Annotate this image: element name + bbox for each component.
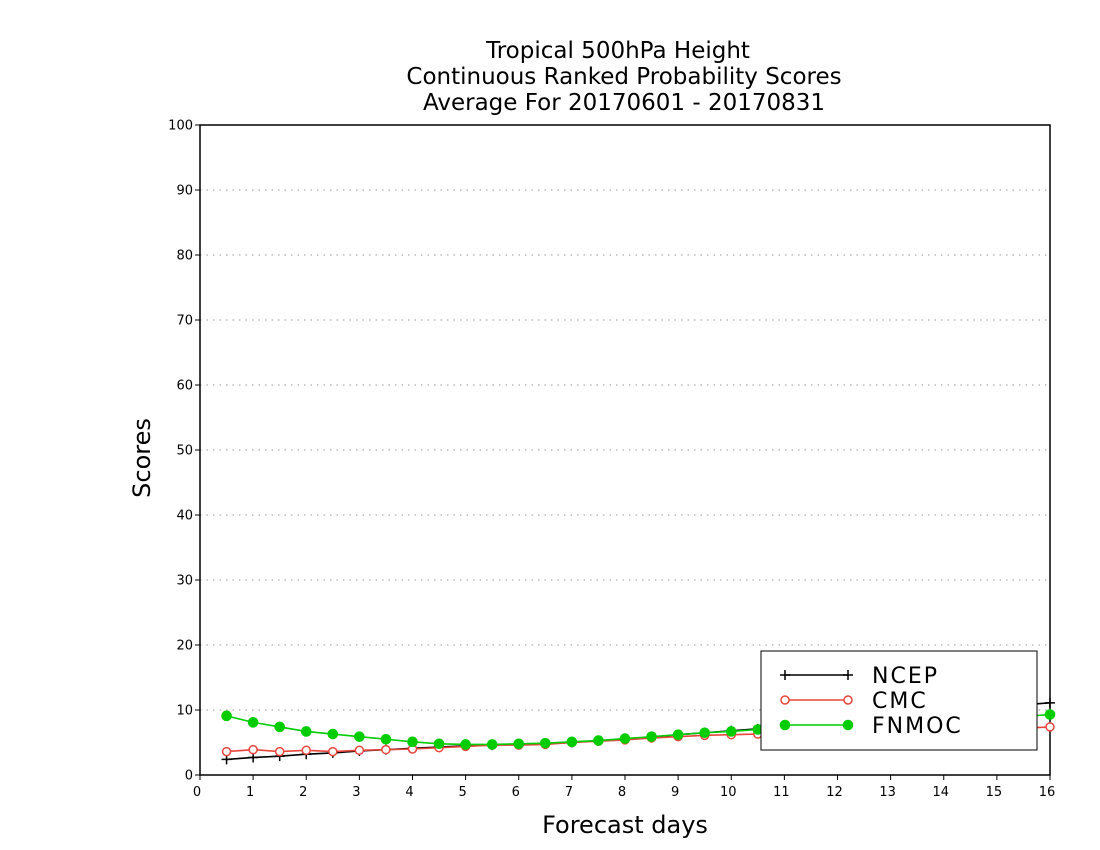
legend-label-fnmoc: FNMOC <box>872 714 963 739</box>
data-point-fnmoc <box>407 736 418 748</box>
legend-marker-ncep <box>843 670 853 680</box>
y-axis-title: Scores <box>128 418 156 498</box>
x-tick-label: 14 <box>932 785 949 800</box>
data-point-cmc <box>248 744 258 755</box>
chart-title-line-1: Tropical 500hPa Height <box>485 38 750 64</box>
data-point-fnmoc <box>433 738 445 750</box>
legend-marker-fnmoc <box>842 719 854 731</box>
data-point-fnmoc <box>274 721 285 733</box>
y-tick-label: 0 <box>185 769 193 784</box>
data-point-fnmoc <box>513 738 525 750</box>
x-tick-label: 3 <box>352 785 360 800</box>
y-tick-label: 80 <box>176 249 193 264</box>
data-point-fnmoc <box>380 733 392 745</box>
x-tick-label: 9 <box>671 785 679 800</box>
x-tick-label: 1 <box>246 785 254 800</box>
x-tick-label: 8 <box>618 785 626 800</box>
x-tick-label: 11 <box>773 785 790 800</box>
x-tick-label: 15 <box>986 785 1003 800</box>
legend-marker-ncep <box>780 670 790 680</box>
legend-marker-fnmoc <box>779 719 791 731</box>
data-point-fnmoc <box>540 737 551 749</box>
data-point-fnmoc <box>646 731 657 742</box>
data-point-fnmoc <box>300 726 312 737</box>
legend: NCEP CMC FNMOC <box>760 650 1038 751</box>
data-point-fnmoc <box>221 710 232 722</box>
y-tick-label: 30 <box>176 574 193 589</box>
y-tick-label: 100 <box>168 119 193 134</box>
legend-marker-cmc <box>780 695 790 705</box>
y-tick-label: 50 <box>176 444 193 459</box>
data-point-fnmoc <box>354 731 365 742</box>
legend-label-cmc: CMC <box>872 689 928 714</box>
legend-marker-cmc <box>843 695 853 705</box>
legend-samples <box>779 670 854 731</box>
x-tick-label: 5 <box>458 785 466 800</box>
data-point-cmc <box>328 746 338 757</box>
y-tick-label: 60 <box>176 379 193 394</box>
grid <box>200 189 1050 711</box>
x-tick-label: 16 <box>1039 785 1056 800</box>
x-axis-title: Forecast days <box>542 811 708 839</box>
data-point-fnmoc <box>327 728 339 740</box>
data-point-cmc <box>1045 722 1055 732</box>
x-tick-label: 0 <box>193 785 201 800</box>
data-point-cmc <box>381 744 391 755</box>
y-tick-label: 10 <box>176 704 193 719</box>
y-axis: 0 10 20 30 40 50 60 70 80 90 100 <box>168 119 200 784</box>
data-point-cmc <box>221 746 232 757</box>
chart-title-line-3: Average For 20170601 - 20170831 <box>423 90 825 116</box>
x-tick-label: 4 <box>405 785 413 800</box>
data-point-cmc <box>274 746 285 757</box>
x-tick-label: 10 <box>720 785 737 800</box>
data-point-fnmoc <box>247 717 259 728</box>
data-point-ncep <box>1045 697 1055 708</box>
y-tick-label: 40 <box>176 509 193 524</box>
data-point-cmc <box>354 745 365 756</box>
data-point-fnmoc <box>1044 709 1056 720</box>
x-tick-label: 2 <box>299 785 307 800</box>
y-tick-label: 70 <box>176 314 193 329</box>
data-point-fnmoc <box>566 736 578 748</box>
y-tick-label: 20 <box>176 639 193 654</box>
data-point-cmc <box>301 745 311 756</box>
y-tick-label: 90 <box>176 184 193 199</box>
legend-label-ncep: NCEP <box>872 664 939 689</box>
data-point-fnmoc <box>672 729 684 741</box>
data-point-fnmoc <box>725 726 737 737</box>
x-axis: 0 1 2 3 4 5 6 7 8 9 10 11 12 13 14 15 16 <box>193 775 1055 800</box>
x-tick-label: 6 <box>512 785 520 800</box>
data-point-fnmoc <box>460 739 471 750</box>
x-tick-label: 12 <box>826 785 843 800</box>
data-point-fnmoc <box>699 727 710 739</box>
data-point-fnmoc <box>486 739 498 750</box>
data-point-fnmoc <box>619 733 631 744</box>
chart-title-line-2: Continuous Ranked Probability Scores <box>406 64 841 90</box>
x-tick-label: 7 <box>565 785 573 800</box>
x-tick-label: 13 <box>879 785 896 800</box>
data-point-fnmoc <box>593 735 604 746</box>
